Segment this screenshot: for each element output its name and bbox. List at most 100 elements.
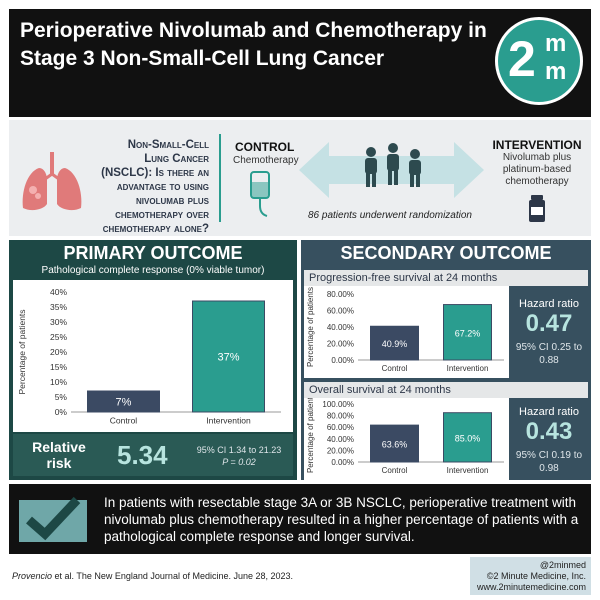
citation-author: Provencio	[12, 571, 53, 581]
iv-bag-icon	[250, 171, 270, 217]
relative-risk-label: Relative risk	[29, 439, 89, 471]
page-title: Perioperative Nivolumab and Chemotherapy…	[20, 19, 487, 70]
question-line: (NSCLC): Is there an	[101, 167, 209, 179]
question-line: chemotherapy alone?	[102, 223, 209, 235]
control-subtitle: Chemotherapy	[233, 155, 299, 166]
intervention-subtitle: Nivolumab plus platinum-based chemothera…	[487, 152, 587, 188]
relative-risk-value: 5.34	[117, 440, 168, 470]
citation: Provencio et al. The New England Journal…	[12, 571, 293, 581]
primary-subtitle: Pathological complete response (0% viabl…	[41, 265, 265, 276]
y-tick-label: 0.00%	[331, 356, 354, 365]
pfs-hr-label: Hazard ratio	[519, 298, 579, 310]
os-bar-chart: 0.00% 20.00% 40.00% 60.00% 80.00% 100.00% Perc…	[304, 398, 509, 480]
divider	[219, 134, 221, 222]
bar	[370, 325, 419, 361]
intervention-line: Nivolumab plus	[502, 152, 572, 163]
secondary-title: SECONDARY OUTCOME	[340, 243, 552, 263]
bar-value-label: 63.6%	[382, 440, 408, 450]
ci-line: 95% CI 1.34 to 21.23	[196, 445, 282, 455]
bar-value-label: 67.2%	[455, 328, 481, 338]
question-line: Lung Cancer	[144, 153, 209, 165]
y-tick-label: 40.00%	[327, 435, 354, 444]
social-handle: @2minmed	[539, 560, 586, 570]
y-tick-label: 60.00%	[327, 307, 354, 316]
conclusion-banner: In patients with resectable stage 3A or …	[9, 484, 591, 554]
y-tick-label: 40.00%	[327, 323, 354, 332]
bar-value-label: 85.0%	[455, 433, 481, 443]
lungs-icon	[22, 152, 82, 211]
question-line: advantage to using	[116, 181, 209, 193]
y-axis-label: Percentage of patients	[17, 309, 27, 394]
vial-icon	[529, 195, 545, 222]
y-tick-label: 80.00%	[327, 412, 354, 421]
y-tick-label: 5%	[55, 392, 68, 402]
brand-logo: 2 m m	[495, 17, 583, 105]
os-hr-ci: 95% CI 0.19 to 0.98	[509, 449, 589, 475]
bar-value-label: 37%	[217, 352, 239, 364]
secondary-outcome-panel: SECONDARY OUTCOME Progression-free survi…	[301, 240, 591, 480]
bar-value-label: 40.9%	[382, 339, 408, 349]
ci-line: 95% CI 0.19 to	[515, 450, 583, 461]
y-axis-label: Percentage of patients	[306, 287, 315, 367]
y-tick-label: 25%	[50, 332, 67, 342]
ci-line: 0.98	[539, 463, 559, 474]
ci-line: 95% CI 0.25 to	[515, 342, 583, 353]
rr-label-line: risk	[46, 455, 72, 471]
relative-risk-ci: 95% CI 1.34 to 21.23 P = 0.02	[189, 444, 289, 468]
citation-rest: et al. The New England Journal of Medici…	[52, 571, 294, 581]
y-tick-label: 20.00%	[327, 446, 354, 455]
brand-footer: @2minmed ©2 Minute Medicine, Inc. www.2m…	[470, 557, 591, 595]
website-link[interactable]: www.2minutemedicine.com	[476, 582, 586, 592]
y-tick-label: 10%	[50, 377, 67, 387]
pfs-hr-value: 0.47	[525, 310, 573, 337]
rr-label-line: Relative	[32, 439, 86, 455]
control-title: CONTROL	[235, 140, 295, 154]
checkmark-icon	[19, 496, 87, 542]
y-tick-label: 100.00%	[322, 400, 354, 409]
primary-outcome-panel: PRIMARY OUTCOME Pathological complete re…	[9, 240, 297, 480]
p-value: P = 0.02	[222, 457, 256, 467]
y-tick-label: 30%	[50, 317, 67, 327]
y-tick-label: 0.00%	[331, 458, 354, 467]
x-tick-label: Control	[382, 466, 408, 475]
primary-title: PRIMARY OUTCOME	[63, 243, 243, 263]
bar	[87, 390, 160, 413]
randomization-note: 86 patients underwent randomization	[308, 210, 472, 221]
x-tick-label: Control	[382, 364, 408, 373]
question-line: chemotherapy over	[115, 209, 209, 221]
y-tick-label: 20%	[50, 347, 67, 357]
os-hr-value: 0.43	[525, 418, 573, 445]
y-tick-label: 15%	[50, 362, 67, 372]
x-tick-label: Control	[110, 416, 138, 426]
conclusion-text: In patients with resectable stage 3A or …	[104, 495, 579, 544]
study-design-panel: Non-Small-Cell Lung Cancer (NSCLC): Is t…	[9, 120, 591, 236]
ci-line: 0.88	[539, 355, 559, 366]
y-tick-label: 20.00%	[327, 340, 354, 349]
pfs-heading: Progression-free survival at 24 months	[304, 270, 588, 286]
pfs-bar-chart: 0.00% 20.00% 40.00% 60.00% 80.00% Percentage …	[304, 286, 509, 378]
people-icon	[365, 143, 421, 187]
bar	[192, 300, 265, 413]
intervention-title: INTERVENTION	[492, 138, 582, 152]
x-tick-label: Intervention	[447, 466, 489, 475]
bar	[443, 304, 492, 361]
bar-value-label: 7%	[116, 397, 132, 409]
y-tick-label: 60.00%	[327, 423, 354, 432]
y-tick-label: 0%	[55, 407, 68, 417]
relative-risk-box	[13, 434, 293, 476]
x-tick-label: Intervention	[447, 364, 489, 373]
research-question: Non-Small-Cell Lung Cancer (NSCLC): Is t…	[81, 138, 209, 236]
logo-letter-top: m	[545, 30, 567, 57]
copyright: ©2 Minute Medicine, Inc.	[486, 571, 586, 581]
intervention-line: chemotherapy	[505, 176, 569, 187]
logo-letter-bottom: m	[545, 58, 567, 85]
pfs-hr-ci: 95% CI 0.25 to 0.88	[509, 341, 589, 367]
y-tick-label: 80.00%	[327, 290, 354, 299]
y-tick-label: 35%	[50, 302, 67, 312]
bar	[443, 412, 492, 463]
os-hr-label: Hazard ratio	[519, 406, 579, 418]
logo-numeral: 2	[508, 31, 536, 87]
x-tick-label: Intervention	[206, 416, 251, 426]
question-line: nivolumab plus	[136, 195, 209, 207]
question-line: Non-Small-Cell	[127, 139, 209, 151]
